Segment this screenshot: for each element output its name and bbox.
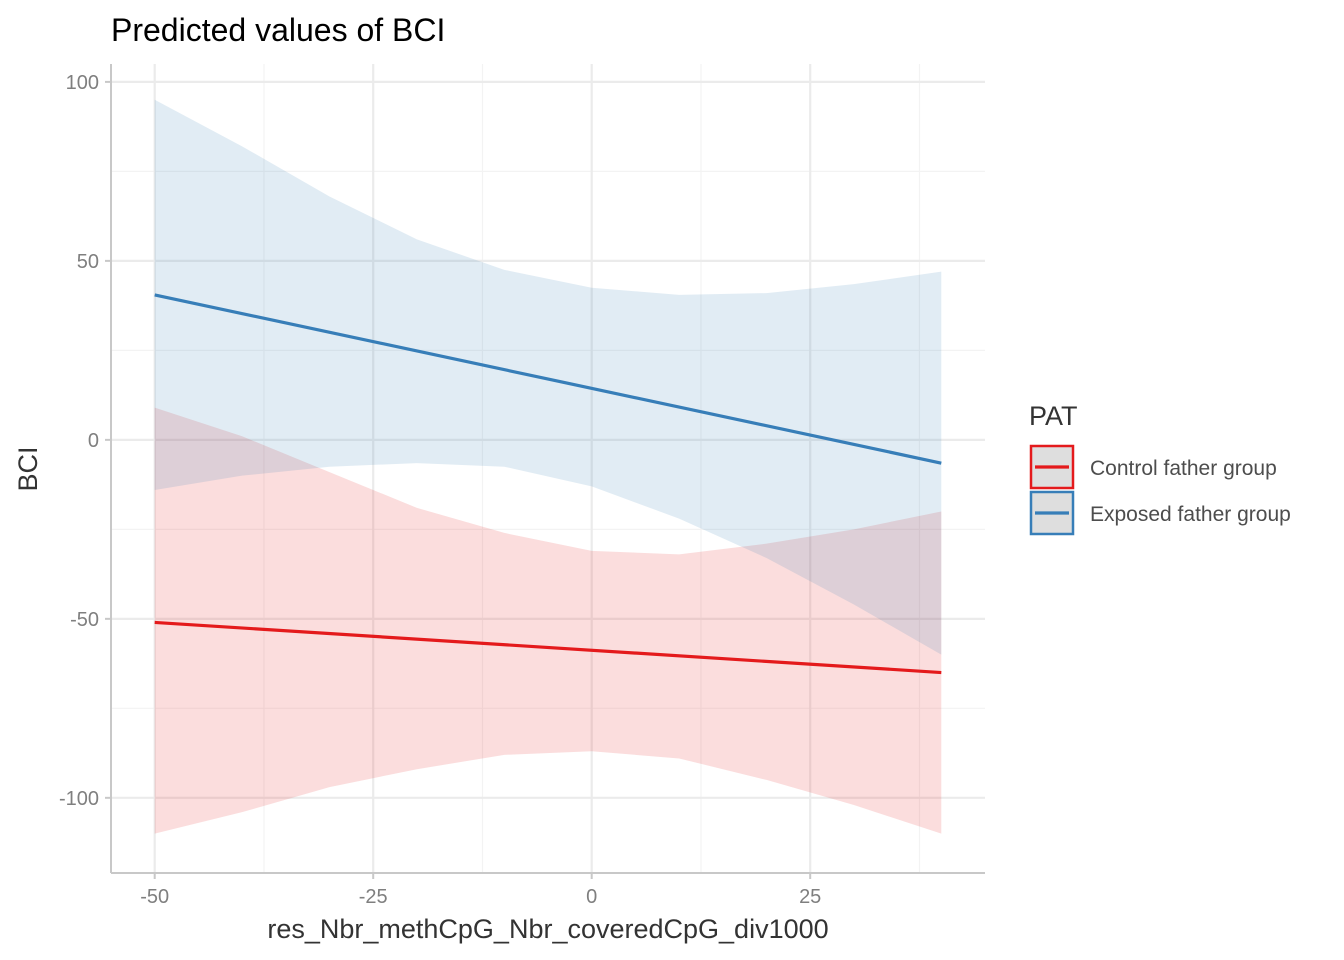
ci-ribbon-layer	[154, 99, 942, 834]
grid-layer	[111, 64, 985, 873]
legend-label: Exposed father group	[1090, 503, 1291, 526]
legend-item: Control father group	[1029, 444, 1277, 490]
tick-label-layer: -50 -25 0 25 -100 -50 0 50 100	[59, 72, 821, 908]
legend-items: Control father group Exposed father group	[1029, 444, 1291, 536]
y-tick-label: 0	[88, 430, 99, 452]
series-line-layer	[154, 293, 942, 675]
ci-ribbon	[154, 99, 942, 655]
series-line	[154, 620, 942, 675]
legend: PAT Control father group Exposed father g…	[1029, 401, 1291, 536]
legend-item: Exposed father group	[1029, 490, 1291, 536]
y-tick-label: -50	[70, 609, 99, 631]
y-tick-label: -100	[59, 788, 99, 810]
legend-label: Control father group	[1090, 457, 1277, 480]
x-axis-title: res_Nbr_methCpG_Nbr_coveredCpG_div1000	[267, 914, 828, 944]
series-line	[154, 293, 942, 465]
legend-title: PAT	[1029, 401, 1078, 431]
x-tick-label: -25	[359, 886, 388, 908]
ci-ribbon	[154, 407, 942, 834]
x-tick-label: -50	[140, 886, 169, 908]
y-axis-title: BCI	[13, 446, 43, 491]
x-tick-label: 0	[586, 886, 597, 908]
y-tick-label: 100	[66, 72, 99, 94]
y-tick-label: 50	[77, 251, 99, 273]
axis-layer	[105, 64, 985, 879]
chart-title: Predicted values of BCI	[111, 12, 445, 48]
x-tick-label: 25	[799, 886, 821, 908]
